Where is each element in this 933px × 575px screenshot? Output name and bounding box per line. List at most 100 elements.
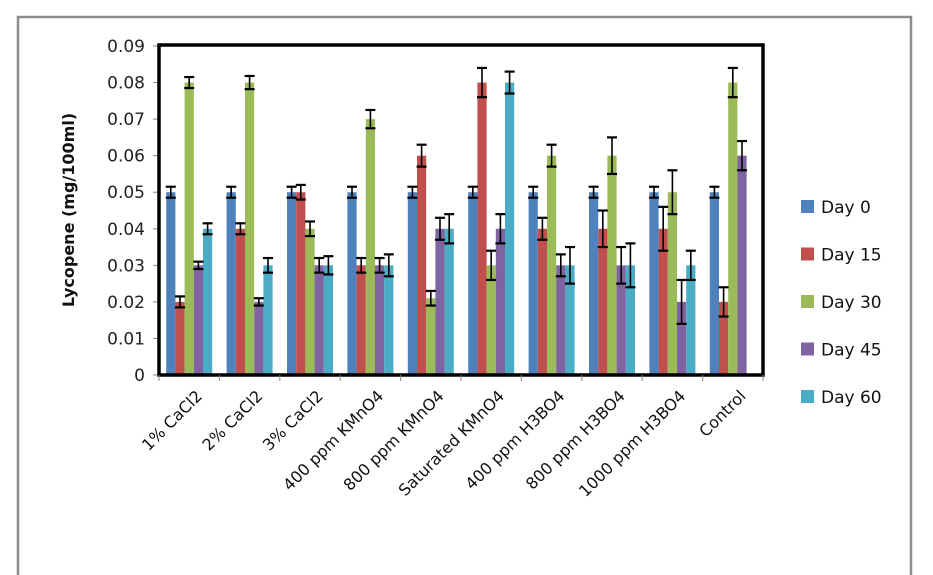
bar-day-0 [226, 192, 236, 375]
bar-day-30 [486, 265, 496, 375]
bar-day-0 [589, 192, 599, 375]
legend-swatch [801, 200, 814, 213]
bar-day-0 [347, 192, 357, 375]
bar-day-45 [737, 155, 747, 375]
legend-label: Day 45 [821, 341, 882, 361]
bar-day-60 [323, 265, 333, 375]
bar-day-0 [407, 192, 417, 375]
bar-day-60 [203, 228, 213, 375]
bar-day-15 [658, 228, 668, 375]
legend-item: Day 30 [801, 293, 882, 313]
error-bar [486, 249, 497, 282]
bar-day-0 [709, 192, 719, 375]
chart-outer-border [16, 15, 913, 575]
bar-day-45 [435, 228, 445, 375]
error-bar [286, 185, 297, 199]
legend-label: Day 30 [821, 293, 882, 313]
error-bar [737, 139, 747, 172]
y-tick-label: 0.04 [107, 220, 145, 240]
y-axis: 0 0.01 0.02 0.03 0.04 0.05 0.06 0.07 0.08 0.09 [107, 37, 159, 386]
error-bar [365, 108, 376, 130]
y-tick-label: 0 [134, 366, 145, 386]
error-bar [504, 70, 515, 95]
bar-day-60 [686, 265, 696, 375]
error-bar [235, 222, 246, 236]
error-bar [323, 255, 334, 276]
error-bar [528, 185, 539, 199]
error-bar [667, 169, 678, 216]
error-bar [658, 205, 669, 252]
error-bar [263, 256, 273, 274]
error-bar [175, 295, 185, 309]
bar-day-15 [598, 228, 608, 375]
bar-day-60 [625, 265, 635, 375]
y-tick-label: 0.05 [107, 183, 145, 203]
error-bar [727, 66, 738, 99]
y-tick-label: 0.03 [107, 256, 145, 276]
bar-day-45 [254, 301, 264, 375]
bar-day-15 [417, 155, 427, 375]
error-bar [709, 185, 720, 199]
bar-day-0 [528, 192, 538, 375]
error-bar [588, 185, 599, 199]
error-bar [607, 136, 617, 176]
bar-day-15 [719, 301, 729, 375]
bar-day-15 [235, 228, 245, 375]
error-bar [244, 74, 255, 91]
bar-day-45 [556, 265, 566, 375]
bar-day-15 [175, 301, 185, 375]
bar-day-30 [184, 82, 194, 376]
error-bar [625, 242, 636, 289]
bar-day-30 [305, 228, 315, 375]
error-bar [184, 75, 195, 90]
bar-day-0 [649, 192, 659, 375]
legend-swatch [801, 390, 814, 403]
y-tick-label: 0.07 [107, 110, 145, 130]
error-bar [407, 185, 418, 199]
error-bar [616, 245, 627, 285]
error-bar [295, 183, 306, 201]
bar-day-45 [314, 265, 324, 375]
bar-day-60 [505, 82, 515, 376]
bars [166, 82, 747, 376]
error-bar [537, 216, 548, 241]
legend-item: Day 15 [801, 246, 882, 266]
legend-swatch [801, 295, 814, 308]
error-bar [467, 185, 478, 199]
bar-day-45 [495, 228, 505, 375]
error-bar [685, 249, 696, 282]
y-tick-label: 0.02 [107, 293, 145, 313]
error-bar [597, 209, 608, 249]
legend-item: Day 45 [801, 341, 882, 361]
bar-day-45 [193, 265, 203, 375]
bar-day-15 [477, 82, 487, 376]
error-bar [416, 143, 427, 168]
error-bar [718, 286, 729, 318]
bar-day-45 [375, 265, 385, 375]
bar-day-0 [166, 192, 176, 375]
bar-day-30 [245, 82, 255, 376]
y-tick-label: 0.01 [107, 329, 145, 349]
legend-item: Day 60 [801, 388, 882, 408]
legend-label: Day 0 [821, 198, 871, 218]
error-bar [546, 143, 557, 168]
bar-day-60 [384, 265, 394, 375]
legend-item: Day 0 [801, 198, 871, 218]
bar-day-30 [426, 298, 436, 375]
bar-day-0 [287, 192, 297, 375]
bar-day-30 [547, 155, 557, 375]
bar-day-30 [365, 119, 375, 375]
error-bar [356, 256, 367, 274]
bar-day-60 [263, 265, 273, 375]
error-bar [383, 253, 394, 278]
error-bar [425, 289, 436, 307]
y-tick-label: 0.08 [107, 74, 145, 94]
bar-day-60 [565, 265, 575, 375]
error-bars [165, 66, 747, 325]
error-bar [253, 297, 264, 307]
error-bar [435, 216, 445, 241]
error-bar [565, 245, 575, 285]
error-bar [676, 278, 687, 325]
error-bar [202, 222, 213, 236]
